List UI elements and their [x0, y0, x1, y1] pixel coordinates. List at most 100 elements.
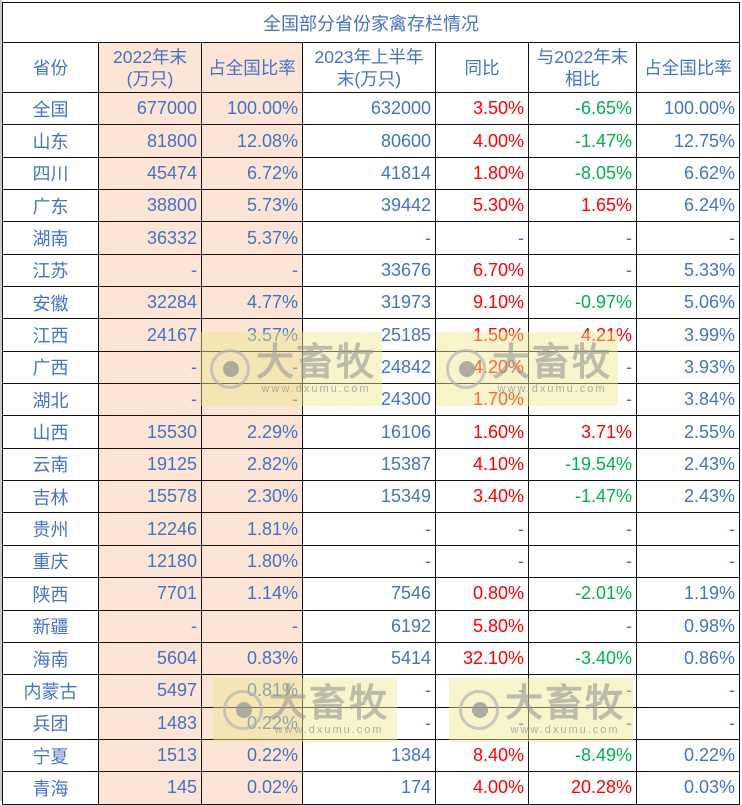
share-2022-cell[interactable]: 2.82%: [201, 447, 303, 482]
h1-2023-cell[interactable]: -: [302, 706, 436, 740]
h1-2023-cell[interactable]: 1384: [302, 738, 436, 773]
h1-2023-cell[interactable]: 80600: [302, 124, 436, 158]
yoy-cell[interactable]: 1.80%: [435, 156, 529, 191]
vs-2022-cell[interactable]: -: [528, 383, 637, 417]
vs-2022-cell[interactable]: -: [528, 609, 637, 643]
yoy-cell[interactable]: 4.00%: [435, 771, 529, 805]
share-2022-cell[interactable]: 1.81%: [201, 512, 303, 546]
end-2022-cell[interactable]: 32284: [98, 286, 202, 320]
end-2022-cell[interactable]: 1483: [98, 706, 202, 740]
yoy-cell[interactable]: -: [435, 706, 529, 740]
end-2022-cell[interactable]: 12246: [98, 512, 202, 546]
header-share-2023[interactable]: 占全国比率: [636, 42, 740, 93]
province-cell[interactable]: 山东: [2, 124, 99, 158]
province-cell[interactable]: 兵团: [2, 706, 99, 740]
yoy-cell[interactable]: 5.30%: [435, 189, 529, 223]
share-2022-cell[interactable]: -: [201, 383, 303, 417]
yoy-cell[interactable]: 6.70%: [435, 253, 529, 288]
end-2022-cell[interactable]: 15578: [98, 480, 202, 514]
h1-2023-cell[interactable]: 15387: [302, 447, 436, 482]
share-2022-cell[interactable]: -: [201, 609, 303, 643]
yoy-cell[interactable]: 1.60%: [435, 415, 529, 449]
yoy-cell[interactable]: 9.10%: [435, 286, 529, 320]
h1-2023-cell[interactable]: 632000: [302, 91, 436, 126]
vs-2022-cell[interactable]: -: [528, 674, 637, 708]
h1-2023-cell[interactable]: 16106: [302, 415, 436, 449]
vs-2022-cell[interactable]: -: [528, 512, 637, 546]
share-2023-cell[interactable]: 6.24%: [636, 189, 740, 223]
share-2023-cell[interactable]: 100.00%: [636, 91, 740, 126]
province-cell[interactable]: 江西: [2, 318, 99, 352]
province-cell[interactable]: 内蒙古: [2, 674, 99, 708]
end-2022-cell[interactable]: 38800: [98, 189, 202, 223]
province-cell[interactable]: 广西: [2, 350, 99, 385]
h1-2023-cell[interactable]: 39442: [302, 189, 436, 223]
end-2022-cell[interactable]: 36332: [98, 221, 202, 255]
header-yoy[interactable]: 同比: [435, 42, 529, 93]
province-cell[interactable]: 山西: [2, 415, 99, 449]
share-2022-cell[interactable]: 5.37%: [201, 221, 303, 255]
h1-2023-cell[interactable]: 7546: [302, 577, 436, 611]
h1-2023-cell[interactable]: -: [302, 221, 436, 255]
province-cell[interactable]: 陕西: [2, 577, 99, 611]
h1-2023-cell[interactable]: 174: [302, 771, 436, 805]
end-2022-cell[interactable]: 45474: [98, 156, 202, 191]
vs-2022-cell[interactable]: -8.49%: [528, 738, 637, 773]
share-2023-cell[interactable]: 2.43%: [636, 480, 740, 514]
h1-2023-cell[interactable]: -: [302, 674, 436, 708]
vs-2022-cell[interactable]: -6.65%: [528, 91, 637, 126]
end-2022-cell[interactable]: -: [98, 350, 202, 385]
yoy-cell[interactable]: 3.50%: [435, 91, 529, 126]
end-2022-cell[interactable]: 677000: [98, 91, 202, 126]
share-2023-cell[interactable]: 1.19%: [636, 577, 740, 611]
share-2023-cell[interactable]: 12.75%: [636, 124, 740, 158]
end-2022-cell[interactable]: 24167: [98, 318, 202, 352]
share-2022-cell[interactable]: 2.30%: [201, 480, 303, 514]
end-2022-cell[interactable]: -: [98, 383, 202, 417]
end-2022-cell[interactable]: 7701: [98, 577, 202, 611]
province-cell[interactable]: 贵州: [2, 512, 99, 546]
vs-2022-cell[interactable]: -: [528, 253, 637, 288]
end-2022-cell[interactable]: 12180: [98, 544, 202, 579]
yoy-cell[interactable]: 5.80%: [435, 609, 529, 643]
end-2022-cell[interactable]: 81800: [98, 124, 202, 158]
share-2022-cell[interactable]: 100.00%: [201, 91, 303, 126]
share-2022-cell[interactable]: 0.22%: [201, 738, 303, 773]
share-2023-cell[interactable]: 3.93%: [636, 350, 740, 385]
share-2023-cell[interactable]: -: [636, 512, 740, 546]
share-2023-cell[interactable]: 0.86%: [636, 641, 740, 676]
province-cell[interactable]: 重庆: [2, 544, 99, 579]
share-2023-cell[interactable]: -: [636, 706, 740, 740]
yoy-cell[interactable]: 0.80%: [435, 577, 529, 611]
share-2022-cell[interactable]: 0.22%: [201, 706, 303, 740]
yoy-cell[interactable]: 32.10%: [435, 641, 529, 676]
end-2022-cell[interactable]: 5604: [98, 641, 202, 676]
province-cell[interactable]: 青海: [2, 771, 99, 805]
h1-2023-cell[interactable]: 24842: [302, 350, 436, 385]
province-cell[interactable]: 新疆: [2, 609, 99, 643]
h1-2023-cell[interactable]: 15349: [302, 480, 436, 514]
province-cell[interactable]: 江苏: [2, 253, 99, 288]
h1-2023-cell[interactable]: -: [302, 544, 436, 579]
share-2023-cell[interactable]: 3.99%: [636, 318, 740, 352]
vs-2022-cell[interactable]: -: [528, 350, 637, 385]
share-2022-cell[interactable]: 0.83%: [201, 641, 303, 676]
province-cell[interactable]: 湖南: [2, 221, 99, 255]
vs-2022-cell[interactable]: -0.97%: [528, 286, 637, 320]
share-2023-cell[interactable]: -: [636, 221, 740, 255]
h1-2023-cell[interactable]: 5414: [302, 641, 436, 676]
share-2023-cell[interactable]: 0.03%: [636, 771, 740, 805]
vs-2022-cell[interactable]: 1.65%: [528, 189, 637, 223]
end-2022-cell[interactable]: 15530: [98, 415, 202, 449]
share-2023-cell[interactable]: 2.43%: [636, 447, 740, 482]
share-2022-cell[interactable]: 4.77%: [201, 286, 303, 320]
table-title[interactable]: 全国部分省份家禽存栏情况: [2, 2, 740, 43]
yoy-cell[interactable]: 8.40%: [435, 738, 529, 773]
yoy-cell[interactable]: 4.00%: [435, 124, 529, 158]
share-2022-cell[interactable]: -: [201, 253, 303, 288]
vs-2022-cell[interactable]: -2.01%: [528, 577, 637, 611]
yoy-cell[interactable]: 4.10%: [435, 447, 529, 482]
share-2023-cell[interactable]: 6.62%: [636, 156, 740, 191]
vs-2022-cell[interactable]: -1.47%: [528, 480, 637, 514]
share-2023-cell[interactable]: 2.55%: [636, 415, 740, 449]
